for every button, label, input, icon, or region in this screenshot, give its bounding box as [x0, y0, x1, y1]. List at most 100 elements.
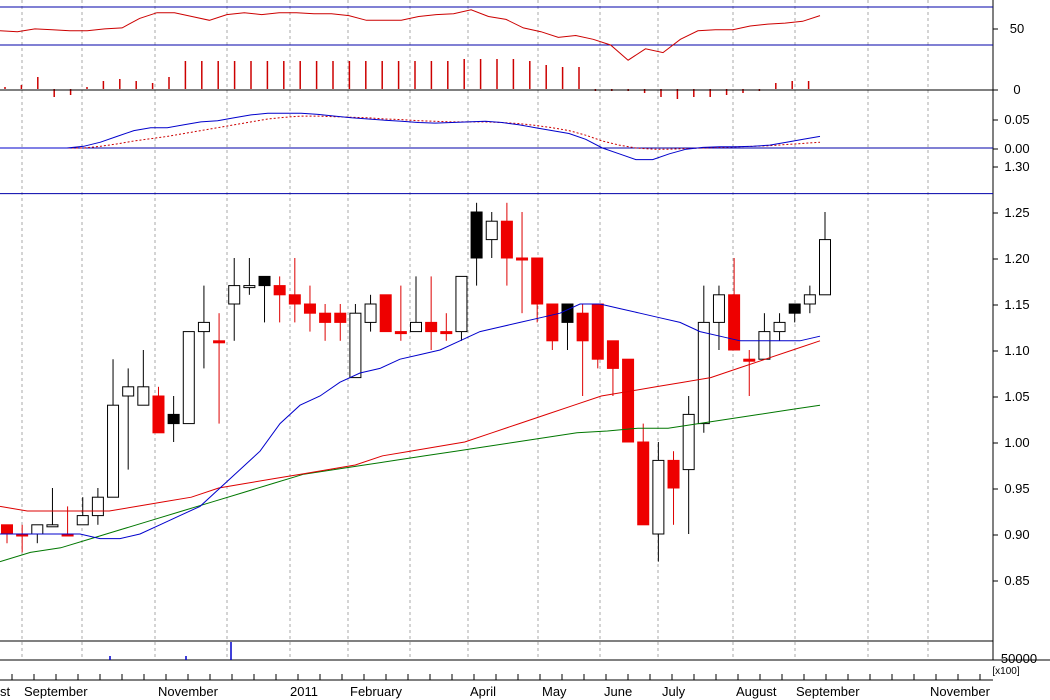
candle-body [652, 459, 665, 535]
candle [773, 313, 786, 341]
candle [788, 303, 801, 323]
candle-body [152, 395, 165, 434]
candle [455, 275, 468, 341]
candle-body [516, 257, 529, 261]
macd-signal-line [0, 115, 821, 150]
candle-body [379, 294, 392, 333]
candle-body [122, 386, 135, 397]
candle [667, 451, 680, 525]
candle [167, 396, 180, 442]
candle-body [470, 211, 483, 259]
candle [107, 359, 120, 498]
candle-body [197, 321, 210, 333]
candle [303, 285, 316, 332]
candle-body [743, 358, 756, 362]
candle [637, 423, 650, 526]
candle [379, 294, 392, 333]
candle-body [622, 358, 635, 443]
macd-panel [0, 112, 993, 161]
candle-body [500, 220, 513, 259]
price-tick-label: 1.00 [1004, 435, 1029, 450]
candle [803, 285, 816, 314]
x-tick-label: 2011 [290, 684, 318, 699]
price-tick-label: 1.30 [1004, 159, 1029, 174]
candle-body [531, 257, 544, 305]
candle [652, 442, 665, 562]
candle [728, 258, 741, 351]
volume-panel [109, 642, 232, 660]
candle-body [107, 404, 120, 498]
candle [349, 304, 362, 379]
price-tick-label: 1.10 [1004, 343, 1029, 358]
rsi-line [0, 9, 821, 61]
candle [91, 488, 104, 525]
candle-body [319, 312, 332, 323]
candle-body [167, 413, 180, 425]
candle-body [364, 303, 377, 323]
x-tick-label: November [158, 684, 219, 699]
candle-body [31, 524, 44, 535]
x-tick-label: August [736, 684, 777, 699]
candle [137, 350, 150, 406]
candle [576, 304, 589, 396]
x-tick-label: September [796, 684, 860, 699]
candle [258, 275, 271, 323]
candle-body [258, 275, 271, 287]
candle-body [697, 321, 710, 425]
candle-body [425, 321, 438, 333]
histogram-tick-label: 0 [1013, 82, 1020, 97]
candle-body [91, 496, 104, 517]
candle-body [819, 239, 831, 296]
macd-line [0, 112, 821, 161]
candle-body [76, 515, 89, 526]
candle-body [394, 331, 407, 335]
candle [425, 276, 438, 350]
x-tick-label: st [0, 684, 11, 699]
candle-body [591, 303, 604, 360]
candle [697, 285, 710, 433]
x-tick-label: November [930, 684, 991, 699]
candle [228, 258, 241, 341]
price-tick-label: 0.85 [1004, 573, 1029, 588]
panel-separators [0, 0, 1050, 661]
candle-body [228, 285, 241, 305]
candle-body [303, 303, 316, 314]
moving-average-blue [0, 303, 821, 540]
candle-body [682, 413, 695, 471]
moving-average-red [0, 340, 821, 512]
candle-body [1, 524, 13, 535]
price-tick-label: 0.90 [1004, 527, 1029, 542]
candle-body [637, 441, 650, 526]
candle-body [606, 340, 619, 369]
candle [591, 303, 604, 369]
candle-body [758, 331, 771, 360]
candle-body [788, 303, 801, 314]
candle [682, 396, 695, 534]
candle [122, 368, 135, 470]
x-tick-label: April [470, 684, 496, 699]
candle [531, 257, 544, 323]
candle-body [485, 220, 498, 241]
candle [410, 276, 422, 333]
candle [561, 303, 574, 350]
candle-body [213, 340, 226, 344]
price-tick-label: 1.25 [1004, 205, 1029, 220]
candle-body [349, 312, 362, 379]
x-axis: st September November 2011 February April May J… [0, 674, 993, 699]
rsi-panel [0, 6, 993, 61]
candle-body [561, 303, 574, 323]
candle [622, 358, 635, 443]
candle [712, 285, 725, 350]
candle [243, 258, 256, 295]
candle-body [576, 312, 589, 342]
candle-body [667, 459, 680, 489]
candle-body [455, 275, 468, 333]
candle-body [273, 285, 286, 296]
candle [152, 386, 165, 434]
x-tick-label: July [662, 684, 686, 699]
candle [606, 340, 619, 396]
candle [546, 303, 559, 350]
price-panel [0, 193, 993, 563]
